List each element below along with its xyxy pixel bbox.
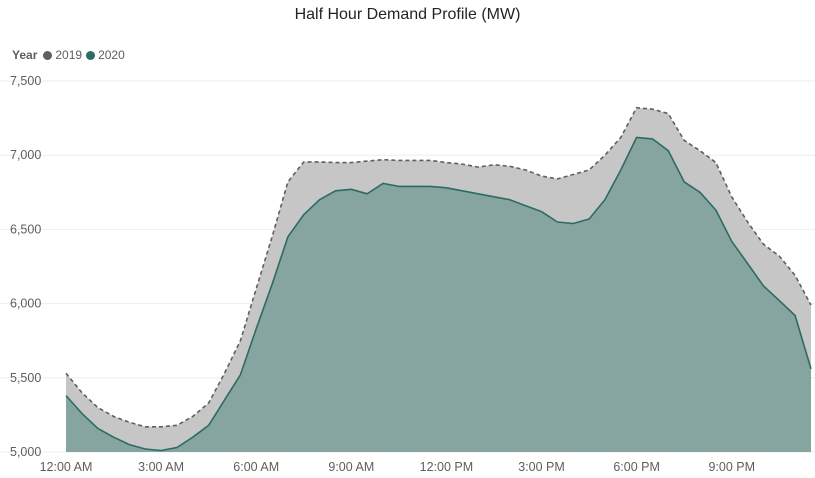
area-series-2020 [66,137,811,452]
x-tick-label: 3:00 AM [138,460,184,474]
x-tick-label: 9:00 PM [708,460,755,474]
legend-title: Year [12,48,38,62]
legend-item-2019[interactable]: 2019 [43,48,82,62]
y-tick-label: 7,500 [10,74,41,88]
y-tick-label: 5,000 [10,445,41,459]
legend-marker-2020 [86,50,96,60]
y-tick-label: 6,500 [10,222,41,236]
legend-label-2020: 2020 [98,48,125,62]
x-axis: 12:00 AM 3:00 AM 6:00 AM 9:00 AM 12:00 PM 3:0… [40,460,755,474]
y-tick-label: 7,000 [10,148,41,162]
x-tick-label: 12:00 AM [40,460,93,474]
x-tick-label: 3:00 PM [518,460,565,474]
line-series-2020 [65,136,812,452]
x-tick-label: 9:00 AM [328,460,374,474]
y-tick-label: 5,500 [10,371,41,385]
legend-label-2019: 2019 [55,48,83,62]
y-axis: 5,000 5,500 6,000 6,500 7,000 7,500 [10,74,41,459]
y-tick-label: 6,000 [10,297,41,311]
legend-item-2020[interactable]: 2020 [86,48,125,62]
series-areas [66,107,811,452]
x-tick-label: 12:00 PM [420,460,474,474]
chart-title: Half Hour Demand Profile (MW) [294,6,521,23]
legend: Year 2019 2020 [12,48,129,62]
x-tick-label: 6:00 PM [613,460,660,474]
x-tick-label: 6:00 AM [233,460,279,474]
legend-marker-2019 [43,50,53,60]
series-lines [65,106,812,452]
